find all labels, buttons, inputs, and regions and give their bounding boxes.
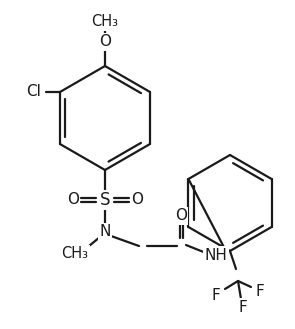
Text: O: O — [131, 192, 143, 208]
Text: F: F — [256, 284, 264, 298]
Text: NH: NH — [204, 247, 227, 263]
Text: N: N — [99, 224, 111, 240]
Text: F: F — [239, 299, 248, 315]
Text: CH₃: CH₃ — [61, 246, 88, 262]
Text: O: O — [99, 35, 111, 49]
Text: F: F — [212, 288, 220, 302]
Text: O: O — [175, 209, 187, 223]
Text: Cl: Cl — [27, 85, 41, 99]
Text: O: O — [67, 192, 79, 208]
Text: S: S — [100, 191, 110, 209]
Text: CH₃: CH₃ — [91, 14, 119, 30]
